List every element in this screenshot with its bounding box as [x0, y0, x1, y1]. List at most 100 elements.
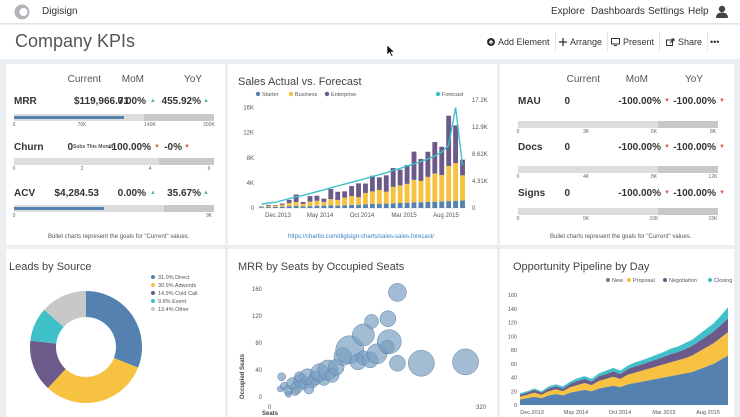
bubble-point: [291, 387, 300, 396]
y-tick-left: 0: [251, 206, 255, 212]
tick: 15K: [708, 216, 718, 222]
y-tick: 80: [255, 341, 262, 347]
add-element-button[interactable]: Add Element: [482, 32, 556, 52]
bar-enterprise: [307, 196, 313, 202]
bar-starter: [321, 205, 327, 208]
y-tick-left: 8K: [247, 156, 254, 162]
bullet-fill-mrr: [14, 116, 124, 119]
bar-business: [259, 206, 264, 208]
x-tick: Aug 2015: [696, 410, 720, 416]
kpi-mom-acv: 0.00%: [117, 188, 146, 199]
y-axis-label: Occupied Seats: [240, 353, 246, 399]
bar-business: [411, 179, 417, 203]
bar-starter: [376, 203, 382, 208]
pipeline-area-chart[interactable]: New Proposal Negotiation Closing 0 20 40 60 80 10…: [500, 249, 734, 417]
bar-enterprise: [418, 158, 424, 181]
kpi-current-churn: 0: [67, 142, 73, 153]
share-button[interactable]: Share: [661, 32, 709, 52]
y-tick-right: 17.2K: [472, 98, 488, 104]
leads-donut-chart[interactable]: 31.0% Direct 30.9% Adwords 14.9% Cold Call…: [6, 249, 225, 417]
bar-starter: [272, 206, 278, 208]
app-name[interactable]: Digisign: [42, 6, 78, 17]
more-options-button[interactable]: •••: [705, 32, 724, 52]
legend-label-cold-call: 14.9% Cold Call: [158, 291, 197, 297]
bullet-chart-mau: [518, 121, 718, 128]
top-nav-bar: Digisign Explore Dashboards Settings Hel…: [0, 0, 740, 24]
kpi-yoy-signs: -100.00%: [673, 188, 716, 199]
mrr-seats-bubble-chart[interactable]: 0 40 80 120 160 0 320 Seats Occupied Seats: [228, 249, 497, 417]
sales-chart-link[interactable]: https://chartio.com/digisign-charts/sale…: [288, 234, 435, 240]
bar-business: [439, 175, 445, 202]
area-new: [520, 355, 728, 405]
present-button[interactable]: Present: [606, 32, 661, 52]
y-tick: 140: [508, 307, 517, 313]
x-tick: Dec 2013: [265, 213, 291, 219]
down-arrow-icon: ▼: [184, 144, 190, 150]
bar-business: [272, 205, 278, 207]
arrange-label: Arrange: [570, 37, 603, 47]
tick: 8K: [650, 174, 658, 180]
bar-enterprise: [321, 198, 327, 202]
kpi-yoy-mau: -100.00%: [673, 96, 716, 107]
bar-starter: [439, 201, 445, 208]
bar-enterprise: [446, 115, 452, 166]
bar-business: [342, 197, 348, 206]
nav-dashboards[interactable]: Dashboards: [591, 6, 645, 17]
tick: 0: [12, 213, 16, 219]
bar-starter: [425, 201, 431, 208]
kpi-mom-docs: -100.00%: [618, 142, 661, 153]
legend-dot-forecast: [435, 91, 441, 97]
y-tick-left: 16K: [243, 106, 254, 112]
y-tick-right: 0: [472, 206, 476, 212]
digisign-logo-icon[interactable]: [14, 4, 30, 20]
arrange-button[interactable]: Arrange: [554, 32, 609, 52]
bullet-ticks-mrr: 0 70K 140K 200K: [13, 122, 215, 130]
sales-forecast-chart[interactable]: Starter Business Enterprise Forecast 0 4K 8K 12…: [228, 90, 497, 230]
x-tick: May 2014: [307, 213, 334, 219]
x-tick: Mar 2015: [391, 213, 417, 219]
tick: 10K: [649, 216, 659, 222]
user-icon[interactable]: [716, 5, 728, 18]
move-icon: [559, 38, 567, 46]
nav-settings[interactable]: Settings: [648, 6, 685, 17]
kpi-current-signs: 0: [564, 188, 570, 199]
legend-dot-business: [288, 91, 294, 97]
bubble-point: [364, 314, 379, 329]
nav-help[interactable]: Help: [688, 6, 709, 17]
bar-business: [300, 203, 306, 207]
bar-starter: [369, 203, 375, 208]
x-tick: Dec 2013: [520, 410, 544, 416]
bullet-chart-churn: [14, 158, 214, 165]
bar-enterprise: [404, 165, 410, 184]
up-arrow-icon: ▲: [203, 98, 209, 104]
donut-slice-cold-call: [30, 340, 66, 389]
y-tick: 160: [252, 287, 263, 293]
header-current: Current: [67, 74, 101, 85]
bar-starter: [418, 202, 424, 208]
kpi-mom-churn: -100.00%: [108, 142, 151, 153]
bar-starter: [363, 204, 368, 208]
kpi-current-churn-sub: Subs This Month: [73, 144, 114, 150]
x-tick: Oct 2014: [609, 410, 631, 416]
area-proposal: [520, 332, 728, 400]
sales-chart-title: Sales Actual vs. Forecast: [238, 76, 362, 88]
bar-business: [404, 183, 410, 203]
x-tick: Oct 2014: [350, 213, 375, 219]
y-tick: 100: [508, 334, 517, 340]
nav-explore[interactable]: Explore: [551, 6, 585, 17]
y-tick: 160: [508, 293, 517, 299]
legend-dot-event: [151, 299, 155, 303]
x-tick: Aug 2015: [433, 213, 459, 219]
area-negotiation: [520, 318, 728, 397]
bar-starter: [383, 203, 389, 208]
bar-enterprise: [369, 175, 375, 192]
pipeline-chart-title: Opportunity Pipeline by Day: [513, 261, 650, 273]
bullet-ticks-acv: 0 9K: [12, 213, 214, 221]
bar-business: [279, 204, 285, 207]
bar-starter: [335, 205, 341, 208]
legend-dot-negotiation: [663, 278, 667, 282]
bar-starter: [314, 205, 320, 208]
x-tick: 0: [268, 405, 272, 411]
sales-forecast-panel: Sales Actual vs. Forecast Starter Busines…: [228, 64, 497, 245]
legend-label-forecast: Forecast: [442, 92, 464, 98]
